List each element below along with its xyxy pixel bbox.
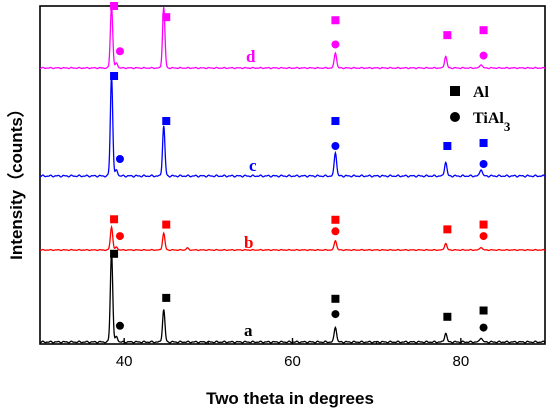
series-d-tial3-marker-7 <box>479 51 488 60</box>
series-c-label: c <box>249 156 257 175</box>
series-a-al-marker-2 <box>162 293 171 302</box>
series-c-tial3-marker-4 <box>331 142 340 150</box>
series-a-tial3-marker-1 <box>115 321 124 330</box>
x-tick-label-60: 60 <box>284 353 301 370</box>
series-a-al-marker-3 <box>331 294 340 303</box>
axis-ticks: 40 60 80 <box>39 338 546 370</box>
series-d-al-marker-0 <box>110 2 119 10</box>
series-c-al-marker-0 <box>110 72 119 80</box>
legend-tial3-marker <box>450 112 460 122</box>
series-d-tial3-marker-4 <box>331 40 340 49</box>
series-d-line <box>39 6 546 70</box>
series-d-al-marker-3 <box>331 16 340 25</box>
series-c-tial3-marker-1 <box>115 155 124 163</box>
series-b-line <box>39 224 546 252</box>
series-b-al-marker-3 <box>331 215 340 224</box>
y-axis-title: Intensity（counts） <box>6 100 26 260</box>
legend-label-subscript: 3 <box>504 119 511 134</box>
plot-frame <box>39 5 546 345</box>
series-c-al-marker-3 <box>331 117 340 125</box>
series-b-tial3-marker-4 <box>331 227 340 236</box>
series-c-line <box>39 76 546 178</box>
series-b-al-marker-0 <box>110 215 119 224</box>
x-axis-title: Two theta in degrees <box>206 389 374 408</box>
series-b-tial3-marker-7 <box>479 232 488 241</box>
series-b-al-marker-5 <box>443 225 452 234</box>
series-c-al-marker-2 <box>162 117 171 125</box>
series-b-tial3-marker-1 <box>115 232 124 241</box>
series-a-label: a <box>244 321 253 340</box>
series-a-line <box>39 252 546 344</box>
series-d-label: d <box>246 47 256 66</box>
legend-label-0: Al <box>473 84 490 101</box>
series-b-al-marker-6 <box>479 220 488 229</box>
series-a-al-marker-0 <box>110 249 119 258</box>
series-c-tial3-marker-7 <box>479 160 488 168</box>
x-tick-label-80: 80 <box>452 353 469 370</box>
series-c-al-marker-6 <box>479 139 488 147</box>
legend: Al TiAl3 <box>450 84 511 134</box>
series-b-label: b <box>244 233 253 252</box>
series-a-al-marker-5 <box>443 312 452 321</box>
series-d-al-marker-6 <box>479 26 488 35</box>
plot-area: a b c d <box>39 2 546 345</box>
series-d-al-marker-2 <box>162 13 171 22</box>
series-a-tial3-marker-7 <box>479 323 488 332</box>
series-b-al-marker-2 <box>162 220 171 229</box>
series-d-al-marker-5 <box>443 31 452 40</box>
legend-label-1: TiAl3 <box>473 110 511 134</box>
series-a-al-marker-6 <box>479 306 488 315</box>
legend-al-marker <box>450 86 460 96</box>
series-d-tial3-marker-1 <box>115 47 124 56</box>
series-c-al-marker-5 <box>443 142 452 150</box>
x-tick-label-40: 40 <box>116 353 133 370</box>
series-a-tial3-marker-4 <box>331 310 340 319</box>
